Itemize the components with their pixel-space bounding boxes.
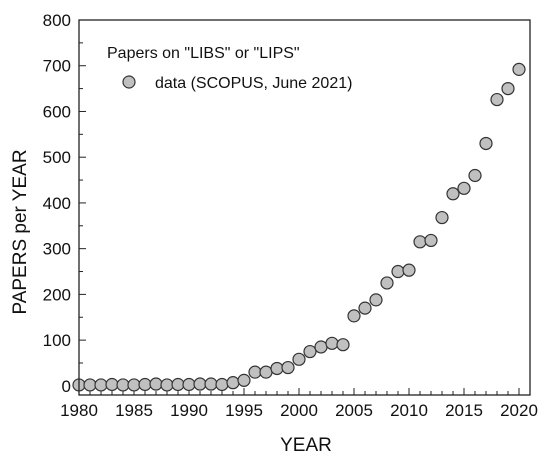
data-point bbox=[281, 360, 295, 375]
data-point bbox=[160, 378, 174, 392]
axis-ticks: 1980 1985 1990 1995 2000 2005 2010 2015 2020 0 100… bbox=[43, 11, 538, 420]
data-point bbox=[490, 92, 504, 107]
y-tick-label: 600 bbox=[43, 102, 71, 121]
data-point bbox=[259, 365, 273, 379]
legend-entry-label: data (SCOPUS, June 2021) bbox=[155, 75, 352, 92]
y-tick-label: 800 bbox=[43, 11, 71, 30]
data-point bbox=[479, 136, 493, 151]
x-tick-label: 1990 bbox=[170, 401, 208, 420]
legend: Papers on "LIBS" or "LIPS" data (SCOPUS,… bbox=[107, 45, 352, 92]
data-point bbox=[402, 263, 416, 277]
data-point bbox=[83, 378, 97, 392]
data-point bbox=[215, 377, 229, 392]
data-point bbox=[237, 373, 251, 387]
data-point bbox=[369, 293, 383, 307]
data-point bbox=[446, 187, 460, 201]
x-tick-label: 1995 bbox=[225, 401, 263, 420]
data-point bbox=[424, 233, 438, 248]
data-point bbox=[248, 365, 262, 379]
data-point bbox=[468, 168, 482, 183]
x-tick-label: 2005 bbox=[335, 401, 373, 420]
plot-frame bbox=[78, 19, 531, 396]
data-point bbox=[226, 376, 240, 390]
data-point bbox=[314, 340, 328, 354]
data-point bbox=[501, 81, 515, 96]
data-point bbox=[292, 352, 306, 366]
y-axis-label: PAPERS per YEAR bbox=[10, 149, 31, 314]
x-axis-label: YEAR bbox=[280, 435, 332, 456]
data-point bbox=[336, 338, 350, 352]
data-point bbox=[435, 210, 449, 225]
x-tick-label: 2000 bbox=[280, 401, 318, 420]
data-point bbox=[347, 309, 361, 323]
data-point bbox=[204, 377, 218, 391]
y-tick-label: 500 bbox=[43, 148, 71, 167]
x-tick-label: 2020 bbox=[500, 401, 538, 420]
y-tick-label: 400 bbox=[43, 194, 71, 213]
legend-title: Papers on "LIBS" or "LIPS" bbox=[107, 45, 300, 62]
legend-marker bbox=[122, 75, 136, 89]
data-point bbox=[116, 378, 130, 392]
data-point bbox=[413, 235, 427, 249]
x-tick-label: 2015 bbox=[445, 401, 483, 420]
data-point bbox=[127, 378, 141, 392]
data-point bbox=[149, 377, 163, 391]
data-point bbox=[182, 377, 196, 392]
data-point bbox=[457, 181, 471, 195]
y-tick-label: 100 bbox=[43, 331, 71, 350]
data-points bbox=[72, 62, 526, 392]
data-point bbox=[171, 377, 185, 392]
y-tick-label: 0 bbox=[62, 377, 71, 396]
data-point bbox=[105, 377, 119, 392]
data-point bbox=[512, 62, 526, 76]
y-tick-label: 300 bbox=[43, 240, 71, 259]
data-point bbox=[325, 336, 339, 350]
data-point bbox=[391, 264, 405, 279]
y-tick-label: 700 bbox=[43, 57, 71, 76]
x-tick-label: 1980 bbox=[60, 401, 98, 420]
data-point bbox=[303, 344, 317, 359]
data-point bbox=[138, 377, 152, 392]
data-point bbox=[193, 377, 207, 391]
y-tick-label: 200 bbox=[43, 285, 71, 304]
x-tick-label: 1985 bbox=[115, 401, 153, 420]
data-point bbox=[270, 361, 284, 376]
data-point bbox=[94, 378, 108, 392]
x-tick-label: 2010 bbox=[390, 401, 428, 420]
data-point bbox=[380, 276, 394, 290]
data-point bbox=[358, 301, 372, 315]
